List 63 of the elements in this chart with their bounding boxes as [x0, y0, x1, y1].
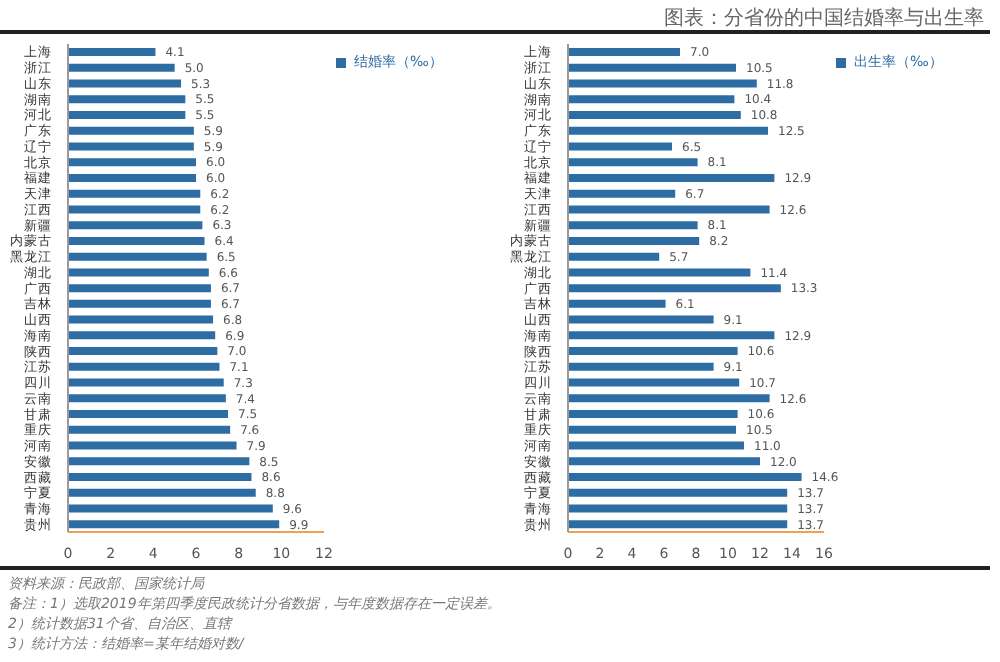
bar	[68, 457, 250, 466]
bar	[568, 95, 735, 104]
bar	[568, 142, 672, 151]
bar	[568, 221, 698, 230]
bar	[68, 158, 196, 167]
chart-title: 图表：分省份的中国结婚率与出生率	[664, 5, 984, 32]
bar	[68, 410, 228, 419]
bar	[68, 173, 196, 182]
bar	[568, 425, 736, 434]
bar	[568, 205, 770, 214]
bar	[568, 488, 788, 497]
bar	[68, 236, 205, 245]
bar	[68, 378, 224, 387]
bar	[68, 331, 216, 340]
bar	[68, 394, 226, 403]
bar	[68, 520, 280, 529]
bar	[568, 252, 660, 261]
bar	[568, 362, 714, 371]
bar	[68, 362, 220, 371]
bar	[68, 488, 256, 497]
bar	[68, 252, 207, 261]
bar	[68, 48, 156, 56]
bar	[68, 268, 209, 277]
bar	[68, 441, 237, 450]
bar	[568, 173, 775, 182]
bar	[68, 79, 182, 88]
bar	[68, 95, 186, 104]
bar	[568, 63, 736, 72]
bar	[568, 189, 676, 198]
bar	[568, 457, 760, 466]
bar	[568, 410, 738, 419]
bar	[568, 394, 770, 403]
bar	[568, 79, 757, 88]
bar	[68, 284, 211, 293]
bar	[568, 284, 781, 293]
bar	[68, 63, 175, 72]
bar	[568, 441, 744, 450]
bar	[568, 331, 775, 340]
bar	[568, 504, 788, 513]
bar	[68, 189, 201, 198]
bar	[568, 315, 714, 324]
bar	[68, 347, 218, 356]
bar	[68, 110, 186, 119]
bar	[568, 473, 802, 482]
bar	[568, 48, 680, 56]
bar	[68, 315, 214, 324]
bar	[68, 504, 273, 513]
bar	[568, 268, 751, 277]
bar	[68, 205, 201, 214]
bar	[568, 236, 700, 245]
bar	[68, 299, 211, 308]
bar	[568, 378, 740, 387]
bar	[68, 126, 194, 135]
bar	[68, 473, 252, 482]
bar	[568, 347, 738, 356]
bar	[568, 520, 788, 529]
bar	[68, 142, 194, 151]
bar	[568, 126, 768, 135]
bar	[568, 158, 698, 167]
bar	[68, 425, 231, 434]
bar	[568, 299, 666, 308]
bar	[568, 110, 741, 119]
bar	[68, 221, 203, 230]
